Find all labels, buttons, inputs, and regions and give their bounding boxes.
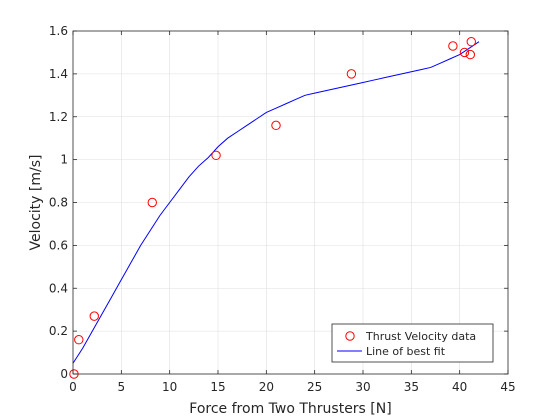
y-tick-label: 1.4: [49, 67, 68, 81]
data-point: [271, 120, 281, 131]
legend-marker-scatter: [345, 331, 355, 341]
data-point: [459, 47, 470, 58]
data-point: [448, 41, 458, 51]
legend-box: [331, 323, 494, 363]
grid: [73, 31, 508, 374]
data-point: [147, 197, 157, 208]
x-tick-label: 35: [404, 380, 419, 394]
x-tick-label: 30: [355, 380, 370, 394]
x-tick-label: 25: [307, 380, 322, 394]
y-axis-label: Velocity [m/s]: [28, 155, 44, 251]
x-axis-label: Force from Two Thrusters [N]: [189, 401, 391, 417]
y-tick-label: 0.2: [49, 324, 68, 338]
y-tick-label: 0.4: [49, 281, 68, 295]
x-tick-label: 0: [69, 380, 77, 394]
y-tick-label: 1.6: [49, 24, 68, 38]
axis-ticks: 0 5 10 15 20 25 30 35 40 45 0 0.2 0.4 0.6 0.8 1 1.2 1.4 1.…: [49, 24, 516, 394]
data-point: [466, 37, 476, 47]
data-point: [465, 49, 475, 60]
y-tick-label: 0.8: [49, 196, 68, 210]
x-tick-label: 5: [118, 380, 126, 394]
x-tick-label: 45: [500, 380, 515, 394]
data-points-layer: [69, 37, 476, 379]
data-point: [211, 150, 221, 161]
data-point: [346, 69, 357, 79]
y-tick-label: 0: [60, 367, 68, 381]
x-tick-label: 10: [162, 380, 177, 394]
x-tick-label: 40: [452, 380, 467, 394]
x-tick-label: 15: [210, 380, 225, 394]
fit-line-layer: [72, 41, 480, 364]
legend-label-scatter: Thrust Velocity data: [365, 330, 476, 343]
best-fit-line: [72, 41, 480, 364]
legend: Thrust Velocity data Line of best fit: [331, 323, 494, 363]
y-tick-label: 1: [60, 153, 68, 167]
data-point: [89, 311, 99, 321]
x-tick-label: 20: [259, 380, 274, 394]
y-tick-label: 0.6: [49, 238, 68, 252]
data-point: [74, 335, 84, 345]
y-tick-label: 1.2: [49, 110, 68, 124]
legend-label-line: Line of best fit: [366, 345, 446, 358]
